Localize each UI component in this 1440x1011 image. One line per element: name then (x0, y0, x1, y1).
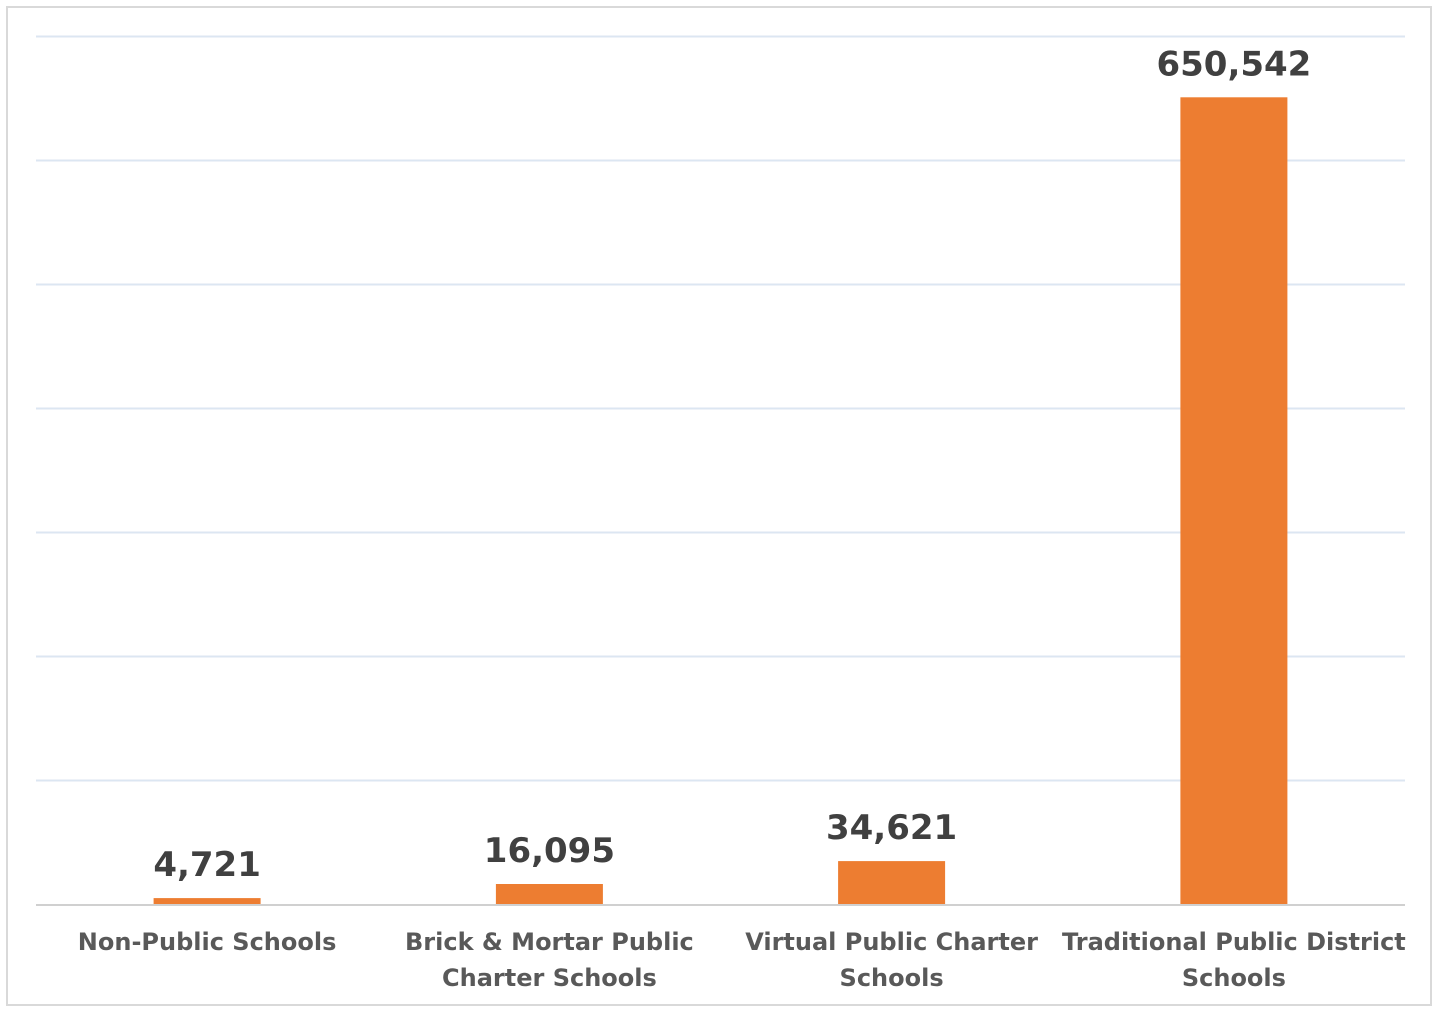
category-label: Virtual Public Charter (745, 928, 1038, 956)
data-label: 4,721 (153, 845, 261, 885)
bar (153, 898, 261, 904)
data-label: 16,095 (484, 831, 615, 871)
data-label: 34,621 (826, 808, 957, 848)
category-label: Non-Public Schools (78, 928, 337, 956)
bar (495, 884, 603, 904)
data-label: 650,542 (1156, 44, 1311, 84)
category-label: Brick & Mortar Public (405, 928, 694, 956)
category-label: Charter Schools (442, 964, 657, 992)
bar (1180, 97, 1288, 905)
bar (838, 861, 946, 904)
category-label: Schools (840, 964, 944, 992)
category-label: Schools (1182, 964, 1286, 992)
category-label: Traditional Public District (1062, 928, 1406, 956)
